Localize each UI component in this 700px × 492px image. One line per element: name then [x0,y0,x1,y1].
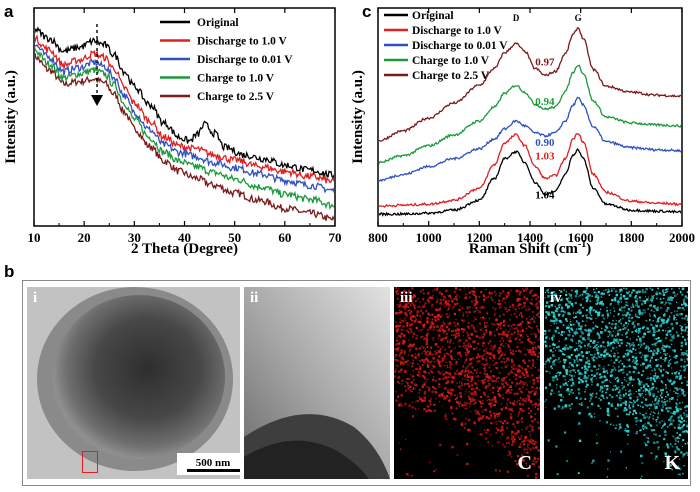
x-axis-label: Raman Shift (cm-1) [469,239,592,257]
intensity-ratio-label: 0.97 [535,57,555,69]
intensity-ratio-label: 1.04 [535,189,555,201]
panel-label-c: c [362,2,372,21]
image-tag: i [33,290,38,306]
series-line [379,64,681,165]
x-tick-label: 1400 [517,230,543,245]
legend-label: Discharge to 0.01 V [197,54,293,66]
intensity-ratio-label: 1.03 [535,151,555,163]
haadf-image: ii [244,287,390,479]
series-group [35,26,334,221]
legend-label: Discharge to 1.0 V [197,36,288,48]
x-tick-label: 50 [228,230,241,245]
legend-label: Charge to 1.0 V [412,55,490,67]
series-line [35,44,334,194]
x-tick-label: 40 [178,230,191,245]
element-label: C [517,452,532,474]
x-tick-label: 2000 [669,230,695,245]
series-line [379,133,681,208]
legend: Original Discharge to 1.0 V Discharge to 0… [160,17,293,103]
legend-label: Original [412,10,454,22]
x-tick-label: 20 [78,230,91,245]
x-tick-label: 1200 [466,230,492,245]
x-tick-label: 30 [128,230,141,245]
potassium-map: iv K [544,287,688,479]
chart-c: 800 1000 1200 1400 1600 1800 2000 Raman Shift (… [350,7,695,257]
scale-bar-label: 500 nm [195,457,231,469]
x-tick-label: 70 [329,230,342,245]
panel-label-a: a [4,2,14,21]
peak-label: D [513,13,520,23]
y-axis-label: Intensity (a.u.) [350,70,366,164]
y-axis-label: Intensity (a.u.) [3,70,19,164]
x-tick-label: 1000 [416,230,442,245]
series-line [35,53,334,221]
series-line [379,148,681,217]
series-line [35,34,334,184]
region-of-interest-box [82,451,98,473]
series-line [379,96,681,182]
legend-label: Discharge to 1.0 V [412,25,503,37]
x-axis-label: 2 Theta (Degree) [131,241,238,257]
legend-label: Charge to 2.5 V [197,91,275,103]
series-line [35,47,334,210]
intensity-ratio-label: 0.94 [535,96,555,108]
scale-bar [187,469,240,472]
series-line [35,26,334,179]
legend-label: Discharge to 0.01 V [412,40,508,52]
legend-label: Charge to 1.0 V [197,73,275,85]
image-tag: iii [400,290,413,306]
carbon-map: iii C [394,287,540,479]
peak-label: G [575,13,582,23]
series-line [379,27,681,142]
chart-a: 10 20 30 40 50 60 70 2 Theta (Degree) Intensity … [3,7,342,257]
series-group [379,27,681,217]
legend-label: Original [197,17,239,29]
element-signal [394,287,540,479]
intensity-ratio-label: 0.90 [535,137,555,149]
panel-b: i 500 nm ii iii C iv K [22,280,691,486]
x-tick-label: 1600 [568,230,594,245]
x-tick-label: 10 [28,230,41,245]
legend: Original Discharge to 1.0 V Discharge to 0… [384,10,508,82]
element-signal [544,287,688,479]
x-tick-label: 60 [278,230,291,245]
image-tag: iv [550,290,562,306]
panel-label-b: b [4,262,15,281]
x-tick-label: 800 [368,230,388,245]
image-tag: ii [250,290,259,306]
shift-arrow-head [91,95,103,106]
legend-label: Charge to 2.5 V [412,70,490,82]
x-tick-label: 1800 [618,230,644,245]
element-label: K [664,452,680,474]
tem-image: i 500 nm [27,287,240,479]
